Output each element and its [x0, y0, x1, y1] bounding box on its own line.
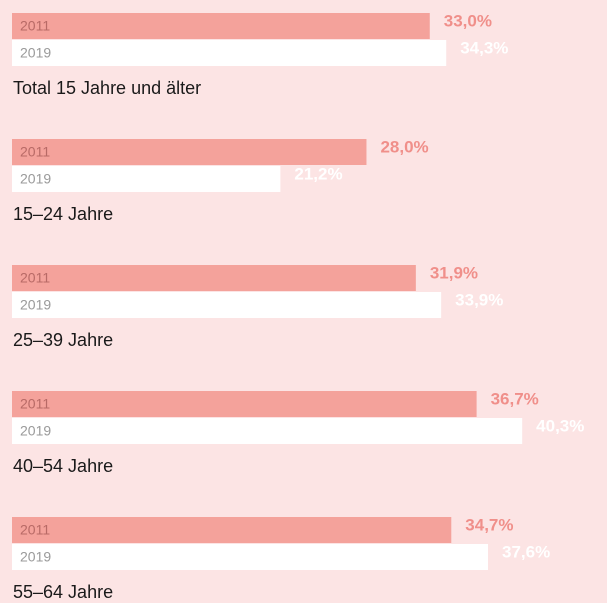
- category-label: 55–64 Jahre: [13, 582, 113, 602]
- series-label: 2019: [20, 171, 51, 187]
- value-label: 21,2%: [294, 164, 342, 183]
- series-label: 2019: [20, 297, 51, 313]
- bar: [12, 292, 442, 318]
- category-label: Total 15 Jahre und älter: [13, 78, 201, 98]
- series-label: 2019: [20, 423, 51, 439]
- series-label: 2011: [20, 18, 50, 34]
- bar: [12, 391, 477, 417]
- series-label: 2011: [20, 396, 50, 412]
- series-label: 2011: [20, 144, 50, 160]
- value-label: 40,3%: [536, 416, 584, 435]
- value-label: 37,6%: [502, 542, 550, 561]
- value-label: 34,3%: [460, 38, 508, 57]
- bar: [12, 544, 488, 570]
- series-label: 2019: [20, 45, 51, 61]
- value-label: 28,0%: [380, 137, 428, 156]
- series-label: 2011: [20, 522, 50, 538]
- value-label: 31,9%: [430, 263, 478, 282]
- category-label: 25–39 Jahre: [13, 330, 113, 350]
- value-label: 33,0%: [444, 11, 492, 30]
- bar: [12, 166, 281, 192]
- value-label: 33,9%: [455, 290, 503, 309]
- category-label: 40–54 Jahre: [13, 456, 113, 476]
- bar: [12, 13, 430, 39]
- bar: [12, 40, 447, 66]
- category-label: 15–24 Jahre: [13, 204, 113, 224]
- value-label: 36,7%: [491, 389, 539, 408]
- bar: [12, 418, 523, 444]
- bar: [12, 265, 416, 291]
- bar: [12, 517, 452, 543]
- series-label: 2019: [20, 549, 51, 565]
- bar: [12, 139, 367, 165]
- series-label: 2011: [20, 270, 50, 286]
- value-label: 34,7%: [465, 515, 513, 534]
